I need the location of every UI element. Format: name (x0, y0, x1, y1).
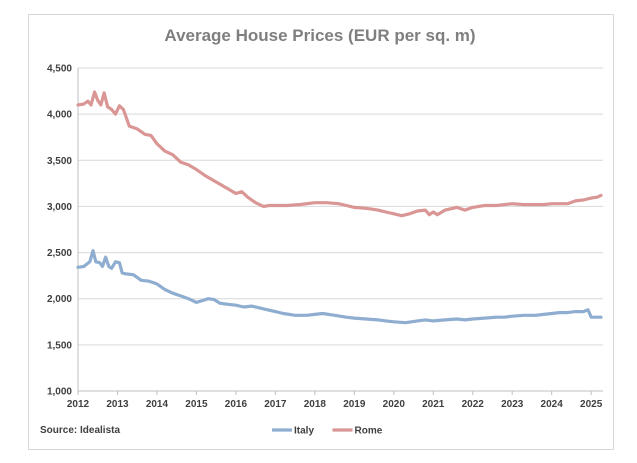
source-note: Source: Idealista (40, 425, 121, 436)
x-tick-label: 2022 (462, 399, 485, 410)
y-axis-ticks: 1,000 1,500 2,000 2,500 3,000 3,500 4,000 4,500 (47, 64, 72, 398)
x-tick-label: 2014 (146, 399, 169, 410)
x-tick-label: 2015 (185, 399, 208, 410)
x-tick-label: 2012 (67, 399, 90, 410)
legend-label-rome: Rome (355, 426, 383, 437)
y-tick-label: 4,500 (47, 64, 72, 75)
y-tick-label: 2,000 (47, 294, 72, 305)
legend: Italy Rome (272, 426, 383, 437)
y-tick-label: 3,500 (47, 156, 72, 167)
series-line-italy (76, 249, 603, 325)
y-tick-label: 3,000 (47, 202, 72, 213)
gridlines (78, 67, 603, 346)
x-tick-label: 2023 (501, 399, 524, 410)
x-tick-label: 2019 (343, 399, 366, 410)
chart-frame (28, 14, 614, 450)
x-tick-label: 2013 (106, 399, 129, 410)
y-tick-label: 1,000 (47, 387, 72, 398)
x-tick-label: 2020 (383, 399, 406, 410)
x-tick-label: 2024 (541, 399, 564, 410)
y-tick-label: 1,500 (47, 340, 72, 351)
axes (77, 68, 603, 392)
series-lines (76, 90, 603, 325)
x-tick-label: 2018 (304, 399, 327, 410)
series-line-rome (76, 90, 603, 218)
x-tick-label: 2016 (225, 399, 248, 410)
x-tick-label: 2017 (264, 399, 287, 410)
y-tick-label: 4,000 (47, 110, 72, 121)
y-tick-label: 2,500 (47, 248, 72, 259)
x-tick-label: 2021 (422, 399, 445, 410)
legend-label-italy: Italy (294, 426, 314, 437)
x-tick-label: 2025 (580, 399, 603, 410)
x-axis-ticks: 2012 2013 2014 2015 2016 2017 2018 2019 2020 2021… (67, 391, 603, 410)
chart-title: Average House Prices (EUR per sq. m) (164, 26, 476, 45)
